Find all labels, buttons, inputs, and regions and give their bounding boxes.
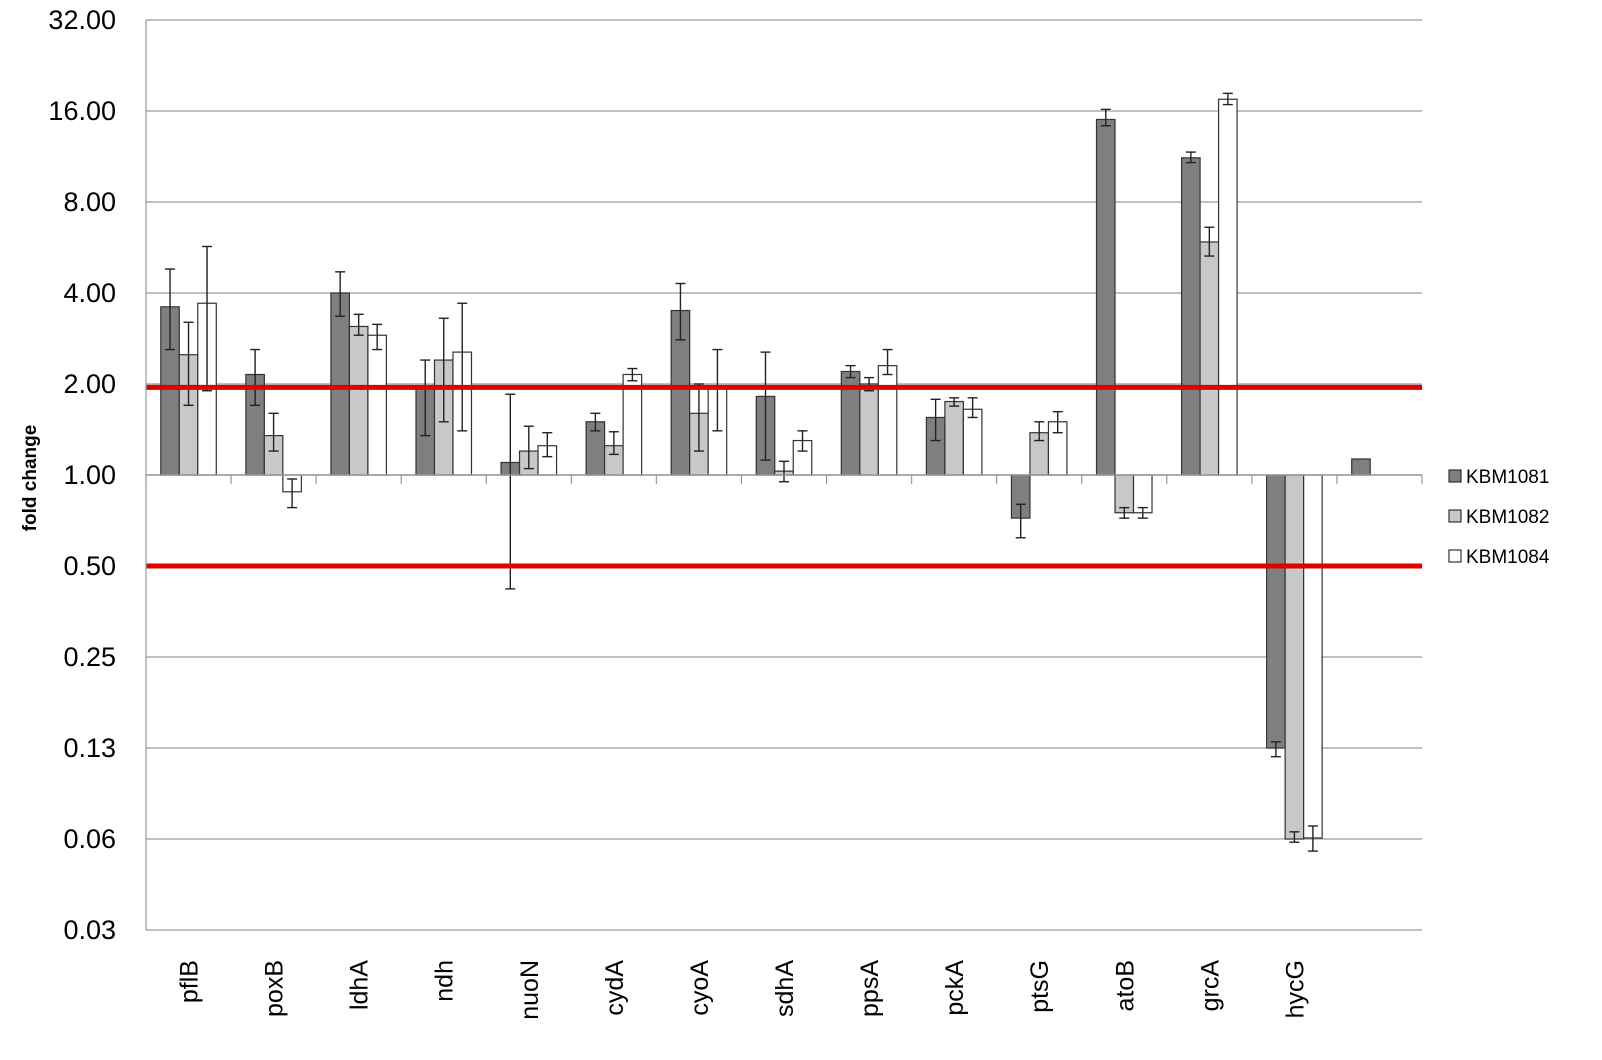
legend-label: KBM1082 — [1466, 507, 1549, 528]
x-tick-label: ldhA — [346, 960, 374, 1010]
x-tick-label: ppsA — [856, 960, 884, 1017]
x-tick-label: pckA — [941, 960, 969, 1016]
x-tick-label: atoB — [1111, 960, 1139, 1011]
legend-swatch — [1448, 509, 1462, 523]
axes: 32.00 16.00 8.00 4.00 2.00 1.00 0.50 0.25 0.13 0.… — [48, 5, 1423, 1020]
y-tick-label: 0.06 — [63, 824, 116, 854]
y-tick-label: 0.03 — [63, 915, 116, 945]
x-tick-label: cydA — [601, 960, 629, 1016]
bar — [367, 334, 388, 476]
y-tick-label: 2.00 — [63, 369, 116, 399]
x-tick-label: grcA — [1196, 960, 1224, 1012]
x-tick-label: ptsG — [1026, 960, 1054, 1013]
x-tick-label: cyoA — [686, 960, 714, 1016]
x-tick-label: hycG — [1281, 960, 1309, 1018]
y-tick-label: 0.13 — [63, 733, 116, 763]
bar — [944, 400, 964, 476]
y-tick-label: 16.00 — [48, 96, 116, 126]
bar — [1199, 241, 1220, 476]
bar — [348, 325, 369, 476]
bar — [1266, 474, 1286, 749]
y-tick-label: 0.50 — [63, 551, 116, 581]
bar — [1095, 118, 1116, 476]
bar — [1217, 98, 1238, 476]
y-tick-label: 4.00 — [63, 278, 116, 308]
bar — [1351, 458, 1371, 476]
legend-swatch — [1448, 469, 1462, 483]
legend-label: KBM1084 — [1466, 547, 1550, 568]
x-tick-label: nuoN — [516, 960, 544, 1020]
bar — [1180, 157, 1201, 476]
x-tick-label: poxB — [261, 960, 289, 1017]
y-tick-label: 0.25 — [63, 642, 116, 672]
legend-label: KBM1081 — [1466, 467, 1549, 488]
bar — [1303, 474, 1323, 839]
x-tick-label: sdhA — [771, 960, 799, 1017]
bar — [330, 292, 351, 476]
y-axis-label: fold change — [20, 425, 41, 532]
bar — [1284, 474, 1305, 840]
bar — [877, 365, 898, 476]
x-tick-label: pflB — [176, 960, 204, 1003]
legend-swatch — [1448, 549, 1462, 563]
legend: KBM1081 KBM1082 KBM1084 — [1448, 467, 1550, 568]
bar — [859, 383, 879, 476]
y-tick-label: 32.00 — [48, 5, 116, 35]
bars — [160, 92, 1371, 852]
y-tick-label: 8.00 — [63, 187, 116, 217]
threshold-lines — [146, 384, 1422, 569]
bar — [962, 408, 983, 476]
x-tick-label: ndh — [431, 960, 459, 1002]
y-tick-label: 1.00 — [63, 460, 116, 490]
